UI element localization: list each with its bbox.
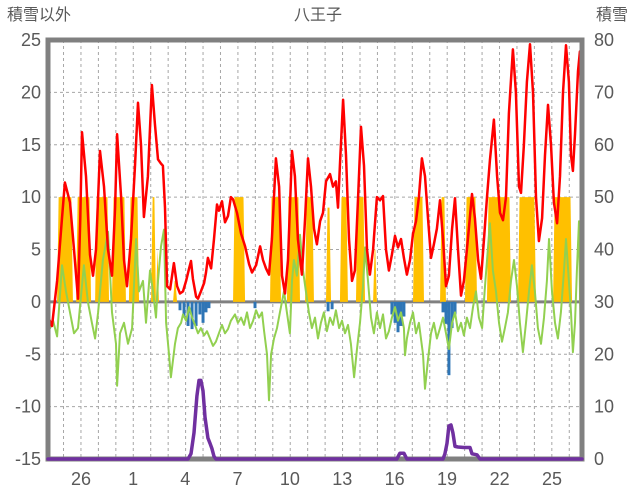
right-axis-tick-label: 60	[594, 135, 614, 155]
precip-bar	[204, 301, 208, 313]
left-axis-tick-label: 0	[31, 292, 41, 312]
snow-depth-line	[46, 378, 584, 461]
right-axis-tick-label: 40	[594, 240, 614, 260]
x-axis-tick-label: 7	[233, 469, 243, 489]
precip-bar	[330, 301, 334, 310]
precip-bar	[402, 301, 406, 317]
sunshine-bar	[373, 249, 377, 302]
x-axis-tick-label: 25	[542, 469, 562, 489]
precip-bar	[453, 301, 457, 315]
left-axis-title: 積雪以外	[7, 7, 72, 24]
sunshine-bar	[413, 197, 424, 302]
sunshine-bar	[325, 207, 332, 302]
x-axis-tick-label: 10	[280, 469, 300, 489]
sunshine-bar	[305, 197, 314, 302]
precip-bar	[178, 301, 182, 311]
precip-bar	[393, 301, 397, 323]
sunshine-bar	[173, 280, 178, 302]
left-axis-tick-label: 5	[31, 240, 41, 260]
precip-bar	[444, 301, 448, 324]
right-axis-tick-label: 0	[594, 449, 604, 469]
sunshine-bar	[151, 197, 156, 302]
green-series-line	[47, 220, 583, 402]
x-axis-tick-label: 22	[490, 469, 510, 489]
precip-bar	[201, 301, 205, 323]
left-axis-tick-label: 25	[21, 30, 41, 50]
x-axis-tick-label: 13	[332, 469, 352, 489]
precip-bar	[441, 301, 445, 313]
right-axis-tick-label: 50	[594, 187, 614, 207]
sunshine-bar	[233, 197, 246, 302]
right-axis-tick-label: 80	[594, 30, 614, 50]
x-axis-tick-label: 4	[180, 469, 190, 489]
precip-bar	[182, 301, 186, 318]
x-axis-tick-label: 1	[128, 469, 138, 489]
precip-bar	[450, 301, 454, 329]
precip-bar	[253, 301, 257, 309]
sunshine-bar	[339, 197, 348, 302]
left-axis-tick-label: 15	[21, 135, 41, 155]
right-axis-tick-label: 10	[594, 397, 614, 417]
precip-bar	[207, 301, 211, 309]
precip-bar	[194, 301, 198, 326]
sunshine-bar	[517, 197, 536, 302]
chart-title: 八王子	[293, 7, 342, 24]
precip-bar	[390, 301, 394, 315]
precip-bar	[326, 301, 330, 312]
left-axis-tick-label: 10	[21, 187, 41, 207]
precip-bar	[198, 301, 202, 315]
right-axis-tick-label: 20	[594, 344, 614, 364]
left-axis-tick-label: 20	[21, 82, 41, 102]
red-series-line	[46, 42, 584, 328]
x-axis-tick-label: 19	[437, 469, 457, 489]
right-axis-tick-label: 30	[594, 292, 614, 312]
x-axis-tick-label: 16	[385, 469, 405, 489]
precip-bar	[447, 301, 451, 376]
left-axis-tick-label: -10	[15, 397, 41, 417]
x-axis-tick-label: 26	[71, 469, 91, 489]
left-axis-tick-label: -15	[15, 449, 41, 469]
right-axis-title: 積雪	[595, 7, 628, 24]
right-axis-tick-label: 70	[594, 82, 614, 102]
left-axis-tick-label: -5	[25, 344, 41, 364]
sunshine-bar	[464, 197, 478, 302]
